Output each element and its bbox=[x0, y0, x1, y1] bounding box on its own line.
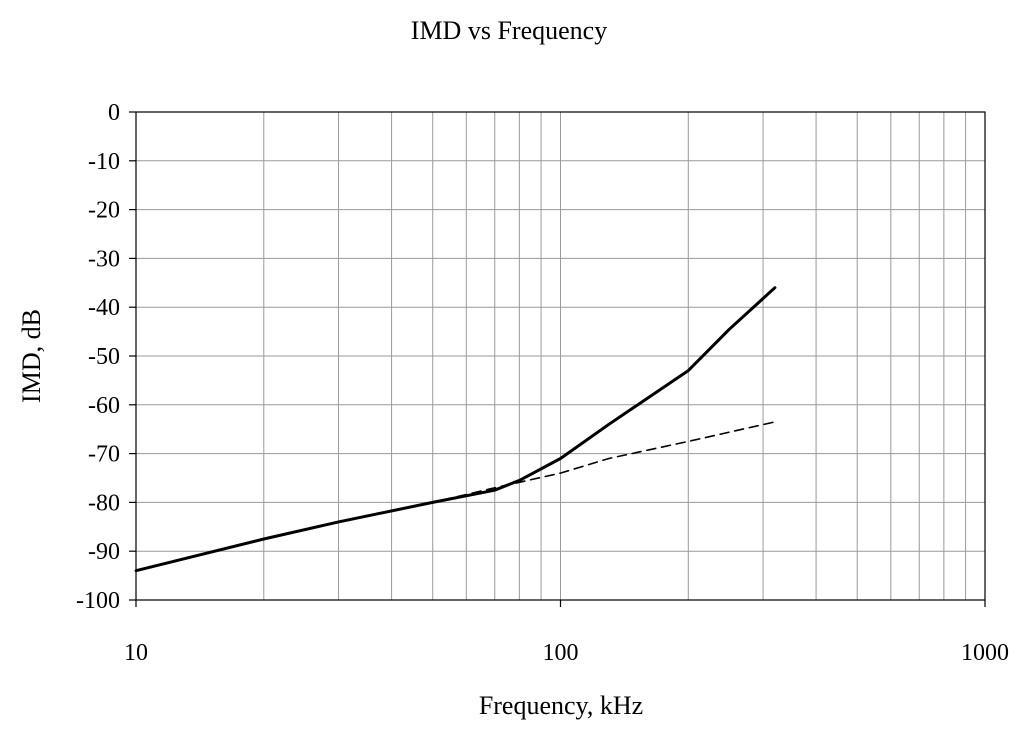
y-tick-label: -80 bbox=[88, 490, 120, 516]
x-tick-label: 10 bbox=[124, 640, 148, 666]
x-tick-label: 100 bbox=[543, 640, 579, 666]
y-tick-label: -30 bbox=[88, 246, 120, 272]
y-tick-label: -70 bbox=[88, 442, 120, 468]
chart-title: IMD vs Frequency bbox=[411, 16, 607, 45]
y-tick-label: -40 bbox=[88, 295, 120, 321]
y-tick-label: -20 bbox=[88, 198, 120, 224]
series-group bbox=[134, 286, 777, 573]
y-axis-ticks: 0 -10 -20 -30 -40 -50 -60 -70 -80 -90 -100 bbox=[76, 100, 136, 614]
y-tick-label: -50 bbox=[88, 344, 120, 370]
y-tick-label: -90 bbox=[88, 539, 120, 565]
grid bbox=[136, 112, 985, 600]
x-tick-label: 1000 bbox=[961, 640, 1009, 666]
y-tick-label: -10 bbox=[88, 149, 120, 175]
y-tick-label: -60 bbox=[88, 393, 120, 419]
series-line-dashed bbox=[135, 421, 776, 572]
x-axis-title: Frequency, kHz bbox=[479, 691, 643, 720]
y-axis-title: IMD, dB bbox=[17, 309, 46, 403]
y-tick-label: 0 bbox=[108, 100, 120, 126]
y-tick-label: -100 bbox=[76, 588, 120, 614]
x-axis-ticks: 10 100 1000 bbox=[124, 600, 1009, 666]
